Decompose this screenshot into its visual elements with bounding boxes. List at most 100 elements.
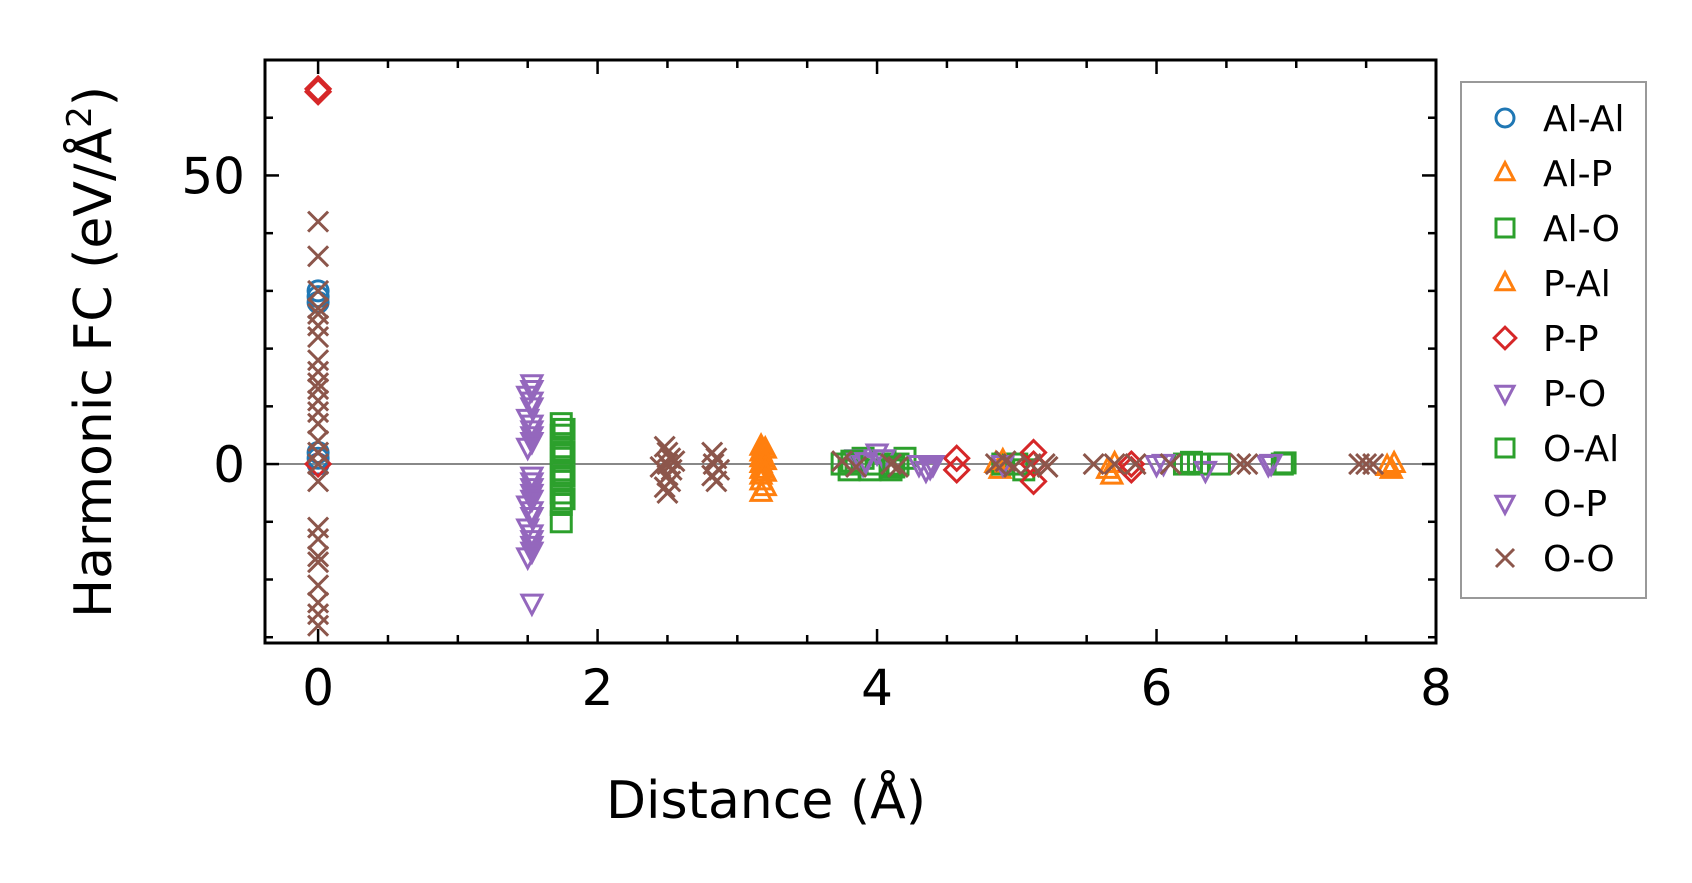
cross-stroke (1036, 455, 1059, 479)
data-point (663, 450, 686, 473)
data-point (307, 360, 330, 383)
data-markers (303, 74, 1407, 637)
legend-label: O-O (1543, 539, 1615, 580)
data-point (752, 457, 778, 482)
cross-stroke (307, 528, 330, 551)
legend-item-o-al: O-Al (1494, 429, 1619, 470)
legend-label: Al-O (1543, 209, 1620, 250)
tick-labels: 0 2 4 6 8 0 50 (181, 147, 1452, 717)
data-point (515, 495, 541, 520)
legend-item-al-o: Al-O (1494, 209, 1620, 250)
cross-stroke (879, 452, 903, 476)
cross-stroke (307, 297, 330, 320)
legend-item-o-p: O-P (1493, 484, 1607, 525)
data-point (1374, 452, 1400, 476)
legend-items: Al-Al Al-P Al-O P-Al P-P P-O O-Al O-P O-O (1492, 99, 1624, 580)
data-point (306, 279, 330, 303)
data-point (515, 518, 541, 543)
data-point (307, 516, 330, 539)
series-p-p (303, 74, 1146, 496)
legend-label: Al-P (1543, 154, 1612, 195)
cross-stroke (1362, 452, 1385, 476)
cross-stroke (307, 574, 330, 597)
data-point (307, 210, 330, 233)
data-point (307, 297, 330, 320)
data-point (549, 481, 573, 505)
legend-item-p-p: P-P (1492, 319, 1599, 360)
data-point (519, 466, 545, 491)
legend-label: P-Al (1543, 264, 1611, 305)
data-point (307, 349, 330, 372)
cross-stroke (307, 614, 330, 637)
data-point (515, 408, 541, 433)
cross-stroke (656, 481, 679, 504)
x-tick-label: 0 (302, 659, 334, 717)
data-point (519, 535, 545, 560)
cross-stroke (307, 210, 330, 233)
x-tick-label: 4 (861, 659, 893, 717)
data-point (882, 455, 906, 479)
data-point (656, 481, 679, 504)
data-point (519, 374, 545, 398)
data-point (752, 434, 778, 459)
y-axis-label-close: ) (64, 86, 124, 106)
data-point (519, 593, 545, 618)
data-point (1103, 452, 1126, 476)
y-axis-label: Harmonic FC (eV/Å2) (60, 86, 124, 618)
axis-ticks (265, 58, 1438, 643)
x-tick-label: 6 (1141, 659, 1173, 717)
legend-marker (1494, 547, 1516, 569)
series-p-o (519, 374, 1281, 618)
data-point (552, 487, 576, 511)
data-point (307, 470, 330, 493)
data-point (705, 470, 728, 493)
data-point (1362, 452, 1385, 476)
cross-stroke (845, 455, 868, 479)
data-point (549, 412, 573, 436)
data-point (519, 426, 545, 450)
data-point (1207, 452, 1231, 476)
legend-marker (1493, 159, 1517, 182)
data-point (515, 547, 541, 572)
data-point (1355, 452, 1378, 476)
legend-item-p-al: P-Al (1493, 264, 1611, 305)
data-point (1236, 452, 1259, 476)
data-point (307, 452, 330, 476)
cross-stroke (705, 447, 728, 470)
data-point (306, 446, 330, 470)
cross-stroke (307, 279, 330, 302)
data-point (752, 472, 778, 497)
y-axis-label-main: Harmonic FC (eV/Å (62, 127, 124, 618)
data-point (1172, 452, 1196, 476)
data-point (845, 455, 868, 479)
data-point (653, 435, 676, 458)
legend-marker (1493, 269, 1517, 292)
plot-frame (263, 58, 1438, 645)
cross-stroke (1229, 452, 1252, 476)
cross-stroke (653, 435, 676, 458)
data-point (303, 77, 333, 106)
data-point (515, 437, 541, 462)
data-point (1381, 449, 1407, 474)
cross-stroke (307, 452, 330, 476)
data-point (307, 574, 330, 597)
data-point (1273, 451, 1297, 475)
data-point (942, 455, 971, 484)
data-point (552, 417, 576, 441)
legend-marker (1492, 325, 1518, 351)
data-point (552, 464, 576, 488)
data-point (886, 455, 910, 479)
cross-stroke (307, 372, 330, 395)
y-tick-label: 50 (181, 147, 245, 205)
data-point (307, 326, 330, 349)
data-point (1124, 452, 1147, 476)
legend-label: P-P (1543, 319, 1599, 360)
x-axis-label: Distance (Å) (606, 769, 926, 831)
data-point (307, 389, 330, 412)
cross-stroke (1002, 455, 1026, 479)
plot-area (263, 58, 1438, 645)
data-point (1179, 450, 1203, 474)
data-point (519, 472, 545, 497)
data-point (549, 458, 573, 482)
data-point (307, 551, 330, 574)
